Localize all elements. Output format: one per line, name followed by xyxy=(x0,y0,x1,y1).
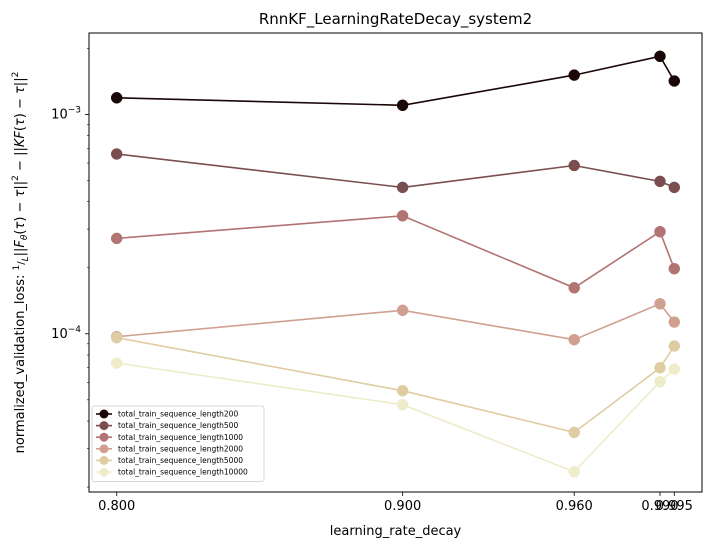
data-point xyxy=(110,331,123,344)
x-tick-label: 0.995 xyxy=(656,499,693,514)
data-point xyxy=(396,398,409,411)
y-axis-ticks: 10−3 10−4 xyxy=(51,48,89,488)
chart-title: RnnKF_LearningRateDecay_system2 xyxy=(259,10,532,29)
data-point xyxy=(654,50,666,63)
data-point xyxy=(654,298,666,310)
legend: total_train_sequence_length200 total_trai… xyxy=(91,405,265,482)
y-tick-label: 10−4 xyxy=(51,325,81,342)
legend-label: total_train_sequence_length500 xyxy=(118,421,238,430)
series-1 xyxy=(110,50,681,112)
data-point xyxy=(654,375,666,388)
legend-item: total_train_sequence_length200 xyxy=(96,409,238,419)
legend-item: total_train_sequence_length500 xyxy=(96,421,238,430)
legend-marker xyxy=(99,444,109,454)
legend-marker xyxy=(99,432,109,442)
data-point xyxy=(654,175,666,188)
legend-item: total_train_sequence_length10000 xyxy=(96,467,248,477)
legend-label: total_train_sequence_length1000 xyxy=(118,433,243,442)
data-point xyxy=(668,340,681,352)
legend-item: total_train_sequence_length5000 xyxy=(96,455,243,465)
data-point xyxy=(110,92,123,104)
legend-box xyxy=(91,405,265,482)
data-point xyxy=(568,69,580,81)
data-point xyxy=(668,262,681,275)
series-4 xyxy=(110,298,681,346)
series-6 xyxy=(110,357,681,478)
legend-marker xyxy=(99,421,109,431)
data-point xyxy=(654,362,666,374)
data-point xyxy=(568,159,580,172)
data-point xyxy=(110,232,123,245)
legend-label: total_train_sequence_length200 xyxy=(118,410,238,419)
y-axis-label-text: normalized_validation_loss: 1/L||Fθ(τ) −… xyxy=(11,72,31,454)
data-point xyxy=(668,316,681,328)
axes-frame xyxy=(88,32,703,493)
legend-marker xyxy=(99,467,109,477)
series-5 xyxy=(110,331,681,439)
x-tick-label: 0.990 xyxy=(641,499,678,514)
data-point xyxy=(668,181,681,194)
data-point xyxy=(568,465,580,478)
data-point xyxy=(568,333,580,346)
data-point xyxy=(396,384,409,397)
y-tick-label: 10−3 xyxy=(51,105,81,122)
x-tick-label: 0.900 xyxy=(384,499,421,514)
legend-item: total_train_sequence_length2000 xyxy=(96,444,243,453)
legend-label: total_train_sequence_length10000 xyxy=(118,468,248,477)
data-point xyxy=(110,357,123,369)
series-3 xyxy=(110,210,681,294)
data-point xyxy=(396,210,409,222)
x-tick-label: 0.800 xyxy=(98,499,135,514)
data-point xyxy=(396,99,409,112)
data-point xyxy=(668,75,681,87)
legend-label: total_train_sequence_length5000 xyxy=(118,456,243,465)
series-2 xyxy=(110,148,681,194)
data-point xyxy=(654,225,666,238)
legend-label: total_train_sequence_length2000 xyxy=(118,444,243,453)
data-point xyxy=(396,181,409,194)
x-tick-label: 0.960 xyxy=(556,499,593,514)
x-axis-label: learning_rate_decay xyxy=(330,524,462,539)
legend-marker xyxy=(99,409,109,419)
data-point xyxy=(568,426,580,439)
data-point xyxy=(396,304,409,317)
y-axis-label: normalized_validation_loss: 1/L||Fθ(τ) −… xyxy=(11,72,31,454)
data-point xyxy=(110,148,123,160)
legend-marker xyxy=(99,455,109,465)
data-point xyxy=(668,363,681,375)
legend-item: total_train_sequence_length1000 xyxy=(96,432,243,442)
data-point xyxy=(568,282,580,294)
plot-area xyxy=(110,50,681,478)
